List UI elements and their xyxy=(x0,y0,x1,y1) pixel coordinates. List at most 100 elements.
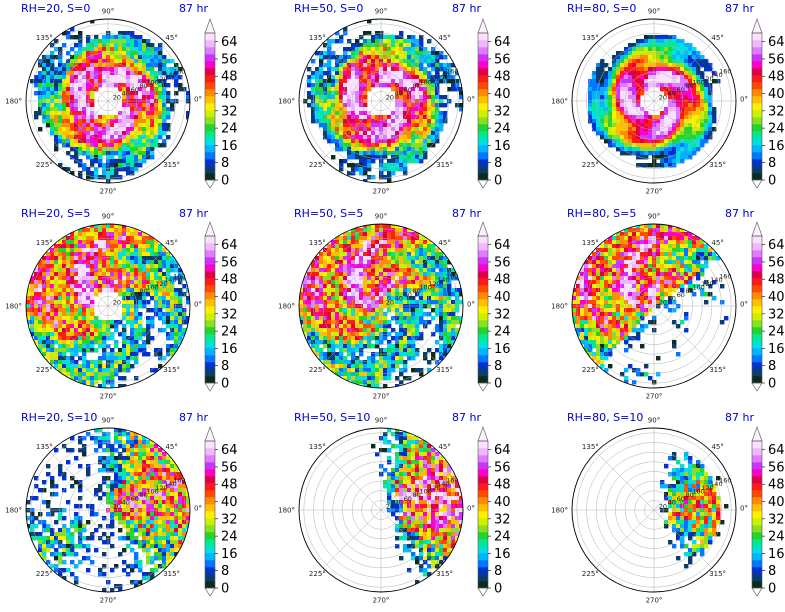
field-cell xyxy=(66,115,71,120)
field-cell xyxy=(676,39,681,44)
field-cell xyxy=(86,292,91,297)
field-cell xyxy=(676,55,681,60)
field-cell xyxy=(447,292,452,297)
field-cell xyxy=(339,127,344,132)
field-cell xyxy=(347,75,352,80)
field-cell xyxy=(130,71,135,76)
field-cell xyxy=(42,280,47,285)
field-cell xyxy=(78,240,83,245)
field-cell xyxy=(110,39,115,44)
field-cell xyxy=(363,171,368,176)
field-cell xyxy=(419,67,424,72)
field-cell xyxy=(58,131,63,136)
field-cell xyxy=(102,240,107,245)
field-cell xyxy=(375,256,380,261)
field-cell xyxy=(82,135,87,140)
field-cell xyxy=(162,320,167,325)
field-cell xyxy=(367,264,372,269)
field-cell xyxy=(98,163,103,168)
field-cell xyxy=(359,127,364,132)
field-cell xyxy=(62,360,67,365)
field-cell xyxy=(632,147,637,152)
field-cell xyxy=(86,83,91,88)
field-cell xyxy=(182,312,187,317)
field-cell xyxy=(656,123,661,128)
field-cell xyxy=(166,292,171,297)
field-cell xyxy=(62,248,67,253)
field-cell xyxy=(347,103,352,108)
field-cell xyxy=(303,332,308,337)
field-cell xyxy=(640,91,645,96)
field-cell xyxy=(134,131,139,136)
field-cell xyxy=(94,252,99,257)
field-cell xyxy=(343,312,348,317)
field-cell xyxy=(383,276,388,281)
field-cell xyxy=(668,135,673,140)
field-cell xyxy=(327,103,332,108)
field-cell xyxy=(154,59,159,64)
field-cell xyxy=(439,123,444,128)
field-cell xyxy=(439,308,444,313)
field-cell xyxy=(455,276,460,281)
field-cell xyxy=(632,47,637,52)
field-cell xyxy=(399,276,404,281)
field-cell xyxy=(684,47,689,52)
field-cell xyxy=(311,320,316,325)
field-cell xyxy=(38,95,43,100)
field-cell xyxy=(680,79,685,84)
colorbar-tick-label: 24 xyxy=(768,122,785,137)
field-cell xyxy=(604,103,609,108)
field-cell xyxy=(688,59,693,64)
field-cell xyxy=(668,71,673,76)
field-cell xyxy=(30,312,35,317)
field-cell xyxy=(166,71,171,76)
field-cell xyxy=(451,320,456,325)
field-cell xyxy=(331,127,336,132)
field-cell xyxy=(411,288,416,293)
field-cell xyxy=(74,308,79,313)
field-cell xyxy=(170,352,175,357)
field-cell xyxy=(162,67,167,72)
field-cell xyxy=(435,67,440,72)
field-cell xyxy=(391,236,396,241)
field-cell xyxy=(134,151,139,156)
colorbar-segment xyxy=(205,285,215,293)
field-cell xyxy=(50,316,55,321)
field-cell xyxy=(82,328,87,333)
field-cell xyxy=(138,51,143,56)
field-cell xyxy=(174,276,179,281)
field-cell xyxy=(419,43,424,48)
field-cell xyxy=(110,75,115,80)
field-cell xyxy=(395,167,400,172)
radial-tick-label: 120 xyxy=(155,75,167,83)
field-cell xyxy=(66,83,71,88)
field-cell xyxy=(94,328,99,333)
field-cell xyxy=(138,260,143,265)
field-cell xyxy=(343,308,348,313)
field-cell xyxy=(395,139,400,144)
field-cell xyxy=(150,288,155,293)
field-cell xyxy=(419,236,424,241)
field-cell xyxy=(82,332,87,337)
field-cell xyxy=(327,135,332,140)
field-cell xyxy=(375,35,380,40)
field-cell xyxy=(423,240,428,245)
field-cell xyxy=(403,163,408,168)
field-cell xyxy=(54,284,59,289)
field-cell xyxy=(86,320,91,325)
radial-tick-label: 100 xyxy=(146,79,158,87)
field-cell xyxy=(118,71,123,76)
field-cell xyxy=(347,107,352,112)
field-cell xyxy=(660,75,665,80)
field-cell xyxy=(162,260,167,265)
field-cell xyxy=(403,159,408,164)
field-cell xyxy=(86,35,91,40)
field-cell xyxy=(339,248,344,253)
field-cell xyxy=(114,228,119,233)
field-cell xyxy=(403,131,408,136)
field-cell xyxy=(700,107,705,112)
field-cell xyxy=(439,95,444,100)
field-cell xyxy=(411,83,416,88)
field-cell xyxy=(70,352,75,357)
field-cell xyxy=(78,308,83,313)
